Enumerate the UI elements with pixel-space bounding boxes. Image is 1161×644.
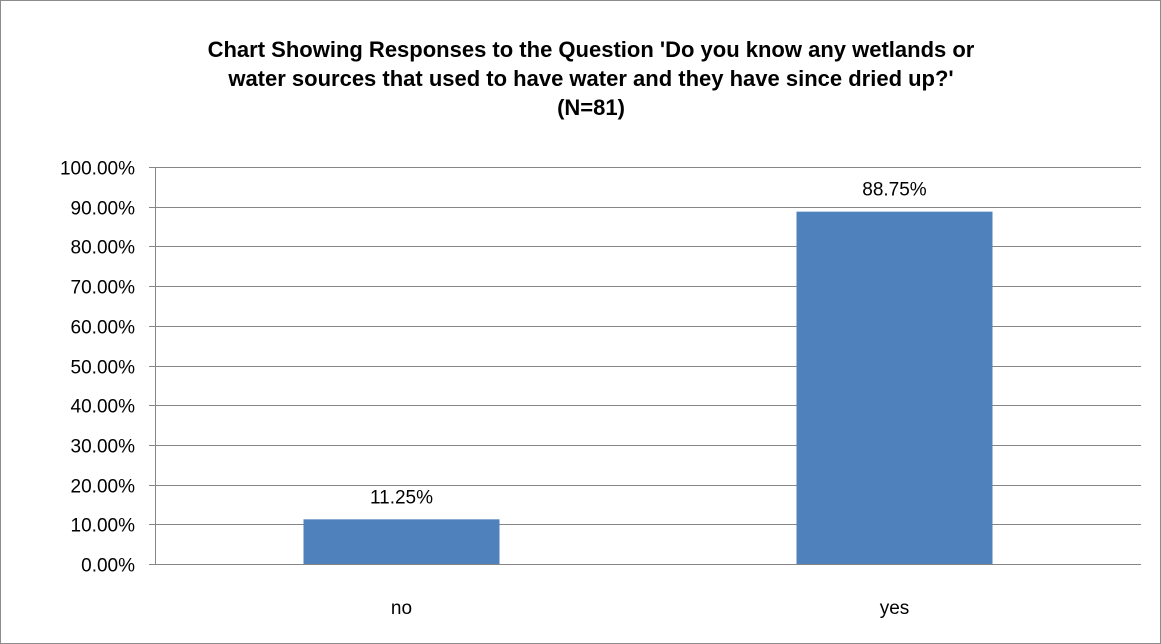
bars	[303, 211, 993, 564]
chart-title-line-2: water sources that used to have water an…	[228, 66, 954, 91]
bar-yes	[796, 211, 993, 564]
bar-no	[303, 519, 500, 564]
y-tick-label: 0.00%	[81, 556, 135, 577]
y-tick-label: 20.00%	[71, 477, 136, 498]
y-tick-label: 50.00%	[71, 358, 136, 379]
gridlines	[155, 167, 1141, 525]
axes	[149, 167, 1141, 565]
chart-title-line-1: Chart Showing Responses to the Question …	[207, 37, 975, 62]
category-label-yes: yes	[880, 598, 910, 619]
chart-title-line-3: (N=81)	[557, 95, 625, 120]
y-tick-label: 80.00%	[71, 238, 136, 259]
category-label-no: no	[391, 598, 412, 619]
y-tick-label: 30.00%	[71, 437, 136, 458]
y-tick-label: 100.00%	[60, 159, 135, 180]
data-label-yes: 88.75%	[862, 180, 927, 201]
y-tick-label: 10.00%	[71, 516, 136, 537]
y-tick-label: 40.00%	[71, 397, 136, 418]
data-label-no: 11.25%	[370, 487, 433, 508]
labels: 0.00% 10.00% 20.00% 30.00% 40.00% 50.00% 60.00…	[60, 159, 927, 620]
chart-title: Chart Showing Responses to the Question …	[101, 35, 1081, 122]
y-tick-label: 60.00%	[71, 318, 136, 339]
y-tick-label: 70.00%	[71, 278, 136, 299]
y-tick-label: 90.00%	[71, 199, 136, 220]
